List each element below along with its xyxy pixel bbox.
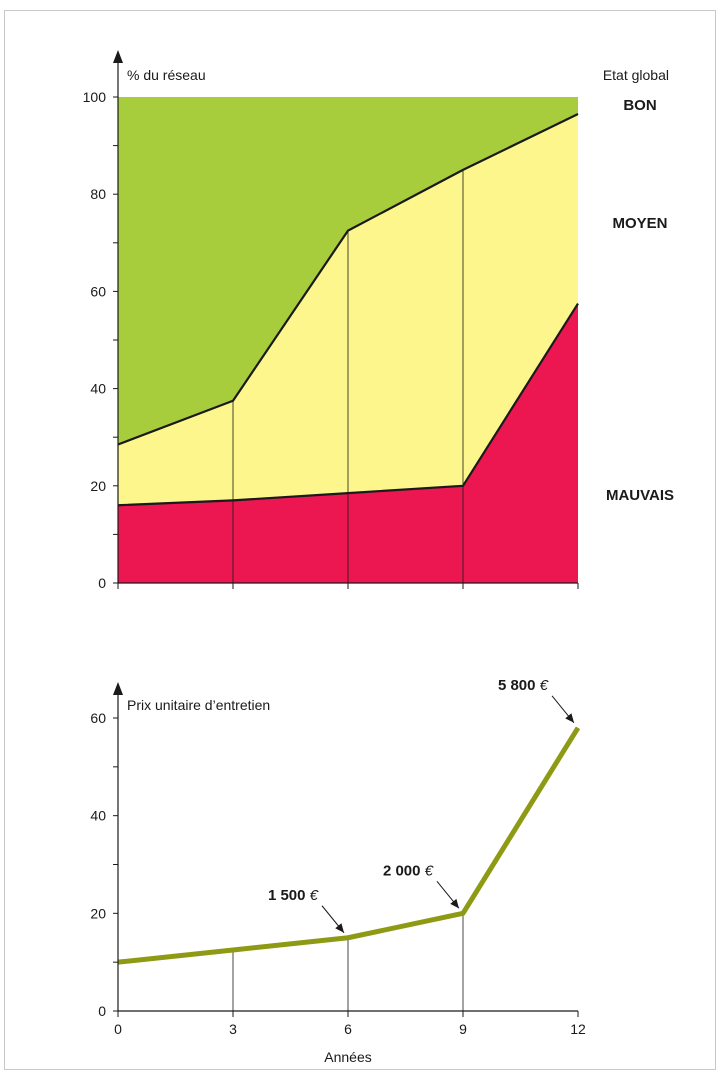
- y-tick-label: 100: [83, 89, 107, 105]
- y-tick-label: 60: [90, 283, 106, 299]
- y-axis-label: % du réseau: [127, 67, 206, 83]
- network-condition-chart: 0 20 40 60 80 100 % du réseau Etat global MAU…: [83, 50, 674, 591]
- legend-label-mauvais: MAUVAIS: [606, 487, 674, 504]
- legend-title: Etat global: [603, 67, 669, 83]
- legend-label-bon: BON: [623, 97, 656, 114]
- y-tick-label: 80: [90, 186, 106, 202]
- boundary-line: [117, 113, 579, 446]
- legend-label-moyen: MOYEN: [612, 215, 667, 232]
- y-tick-label: 20: [90, 478, 106, 494]
- y-tick-label: 40: [90, 381, 106, 397]
- y-tick-label: 0: [98, 575, 106, 591]
- boundary-line: [117, 302, 579, 507]
- area-bon: [118, 97, 578, 445]
- figure-frame: [4, 10, 716, 1070]
- y-axis-arrow: [113, 50, 123, 63]
